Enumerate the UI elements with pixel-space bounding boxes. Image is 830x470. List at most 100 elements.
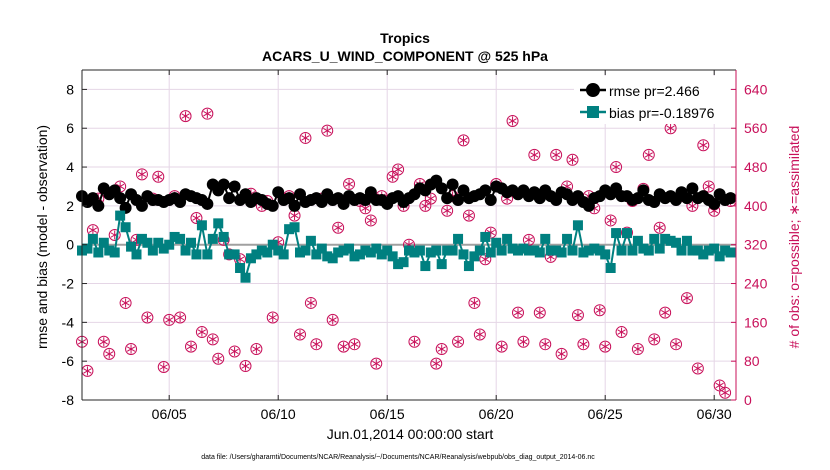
obs-marker bbox=[125, 343, 138, 356]
bias-point bbox=[354, 249, 365, 260]
obs-marker bbox=[517, 335, 530, 348]
bias-point bbox=[714, 251, 725, 262]
bias-point bbox=[186, 237, 196, 248]
obs-assimilated-star bbox=[301, 135, 310, 141]
obs-marker bbox=[512, 306, 524, 319]
obs-possible-circle bbox=[201, 107, 214, 120]
obs-marker bbox=[392, 163, 405, 176]
rmse-point bbox=[484, 194, 497, 207]
y-tick-label: 2 bbox=[66, 198, 74, 214]
bias-point bbox=[338, 245, 349, 256]
obs-assimilated-star bbox=[372, 360, 381, 367]
bias-point bbox=[447, 245, 458, 256]
legend-box bbox=[574, 76, 730, 124]
rmse-point bbox=[114, 192, 127, 205]
obs-marker bbox=[174, 311, 187, 324]
obs-assimilated-star bbox=[470, 300, 479, 306]
y-right-tick-label: 560 bbox=[744, 120, 768, 136]
obs-possible-circle bbox=[539, 338, 552, 351]
rmse-point bbox=[201, 197, 214, 210]
obs-marker bbox=[648, 333, 661, 346]
obs-assimilated-star bbox=[334, 225, 343, 231]
obs-marker bbox=[179, 110, 192, 123]
obs-marker bbox=[294, 328, 306, 341]
bias-point bbox=[196, 220, 207, 231]
obs-possible-circle bbox=[135, 168, 148, 181]
bias-point bbox=[153, 237, 164, 248]
obs-marker bbox=[479, 253, 492, 266]
y-right-tick-label: 640 bbox=[744, 81, 768, 97]
bias-point bbox=[638, 243, 649, 254]
obs-possible-circle bbox=[424, 192, 437, 205]
bias-point bbox=[169, 231, 180, 242]
rmse-series bbox=[76, 174, 737, 214]
bias-point bbox=[120, 222, 131, 233]
bias-point bbox=[414, 245, 425, 256]
obs-marker bbox=[299, 131, 312, 144]
obs-marker bbox=[239, 360, 252, 373]
bias-point bbox=[463, 261, 474, 272]
obs-marker bbox=[691, 362, 704, 375]
bias-point bbox=[158, 243, 169, 254]
obs-possible-circle bbox=[506, 114, 519, 127]
obs-marker bbox=[97, 335, 110, 348]
obs-possible-circle bbox=[348, 338, 361, 351]
rmse-point bbox=[708, 197, 721, 210]
footnote: data file: /Users/gharamti/Documents/NCA… bbox=[201, 454, 595, 461]
bias-point bbox=[262, 247, 273, 258]
obs-possible-circle bbox=[473, 328, 486, 341]
obs-possible-circle bbox=[119, 296, 132, 309]
obs-marker bbox=[522, 233, 535, 246]
bias-point bbox=[365, 247, 376, 258]
legend-rmse-label: rmse pr=2.466 bbox=[609, 83, 700, 99]
obs-marker bbox=[506, 114, 519, 127]
obs-assimilated-star bbox=[344, 181, 354, 187]
y-tick-label: 4 bbox=[66, 159, 74, 175]
obs-assimilated-star bbox=[443, 208, 452, 214]
bias-point bbox=[534, 247, 545, 258]
rmse-point bbox=[135, 199, 148, 212]
bias-point bbox=[273, 245, 284, 256]
y-right-tick-label: 160 bbox=[744, 314, 768, 330]
obs-possible-circle bbox=[343, 178, 356, 191]
obs-possible-circle bbox=[408, 335, 421, 348]
bias-point bbox=[556, 247, 567, 258]
bias-point bbox=[382, 245, 393, 256]
obs-possible-circle bbox=[332, 221, 345, 234]
obs-assimilated-star bbox=[661, 309, 670, 316]
bias-point bbox=[502, 233, 513, 244]
obs-assimilated-star bbox=[486, 229, 495, 236]
obs-assimilated-star bbox=[644, 152, 653, 158]
obs-assimilated-star bbox=[312, 341, 321, 347]
bias-point bbox=[115, 210, 126, 221]
obs-assimilated-star bbox=[137, 171, 147, 178]
x-tick-label: 06/10 bbox=[261, 406, 296, 422]
bias-point bbox=[245, 253, 256, 264]
obs-marker bbox=[577, 338, 590, 351]
bias-point bbox=[278, 249, 289, 260]
obs-assimilated-star bbox=[453, 339, 463, 345]
bias-point bbox=[404, 245, 414, 256]
obs-possible-circle bbox=[512, 306, 524, 319]
obs-assimilated-star bbox=[126, 346, 136, 352]
obs-marker bbox=[533, 306, 546, 319]
obs-possible-circle bbox=[125, 343, 138, 356]
obs-marker bbox=[408, 335, 421, 348]
bias-point bbox=[583, 245, 594, 256]
bias-point bbox=[425, 247, 436, 258]
obs-assimilated-star bbox=[617, 329, 626, 335]
obs-possible-circle bbox=[441, 204, 454, 217]
bias-point bbox=[240, 272, 251, 283]
obs-possible-circle bbox=[392, 163, 405, 176]
obs-possible-circle bbox=[370, 357, 383, 370]
obs-marker bbox=[615, 326, 628, 339]
bias-point bbox=[322, 251, 333, 262]
obs-assimilated-star bbox=[165, 317, 174, 323]
obs-marker bbox=[653, 221, 666, 234]
bias-point bbox=[692, 245, 703, 256]
rmse-point bbox=[724, 192, 737, 205]
obs-marker bbox=[266, 311, 279, 324]
obs-assimilated-star bbox=[192, 215, 201, 221]
obs-possible-circle bbox=[599, 340, 612, 353]
